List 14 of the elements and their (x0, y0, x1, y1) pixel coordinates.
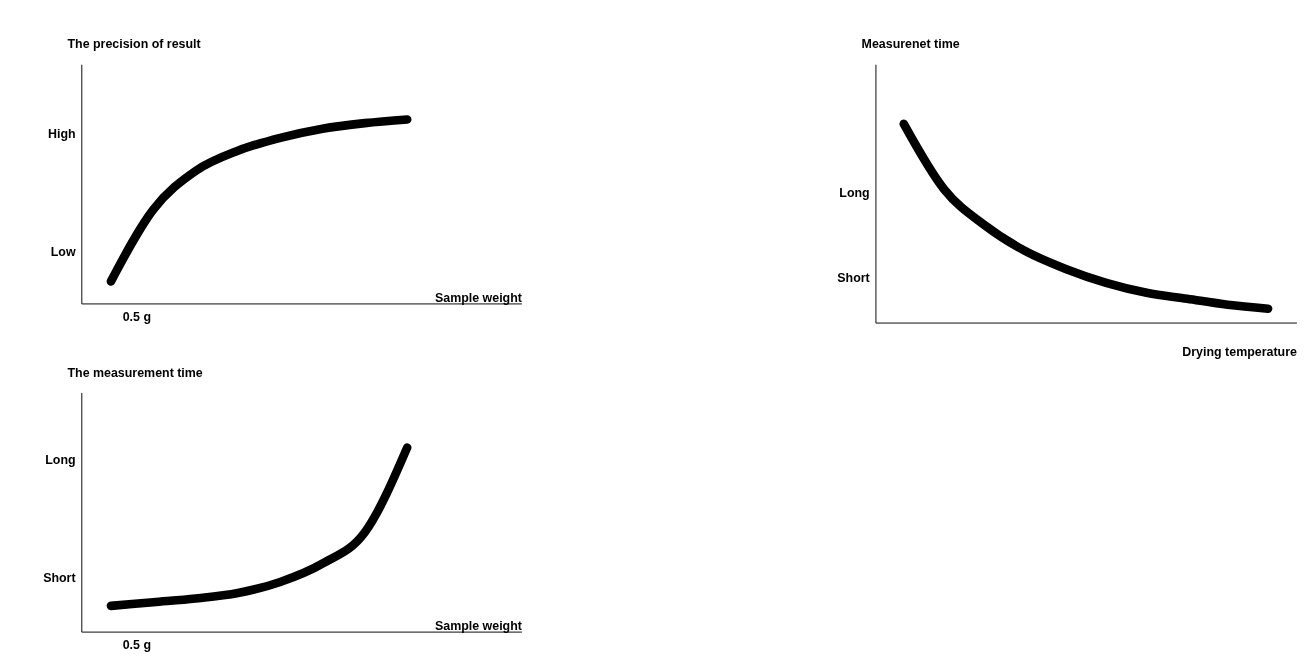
text: High (47, 126, 76, 141)
text: Short (837, 271, 870, 286)
x-axis-title: Drying temperature (1182, 344, 1297, 359)
text: 0.5 g (122, 309, 151, 324)
y-axis-title: The measurement time (67, 365, 203, 380)
text: Short (43, 570, 76, 585)
x-axis-title: Sample weight (434, 291, 522, 306)
y-axis-title: The precision of result (67, 37, 201, 52)
text: Long (839, 186, 870, 201)
text: 0.5 g (122, 637, 151, 652)
text: Long (45, 453, 76, 468)
y-axis-title: Measurenet time (861, 37, 960, 52)
x-axis-title: Sample weight (434, 619, 522, 634)
text: Low (50, 244, 76, 259)
